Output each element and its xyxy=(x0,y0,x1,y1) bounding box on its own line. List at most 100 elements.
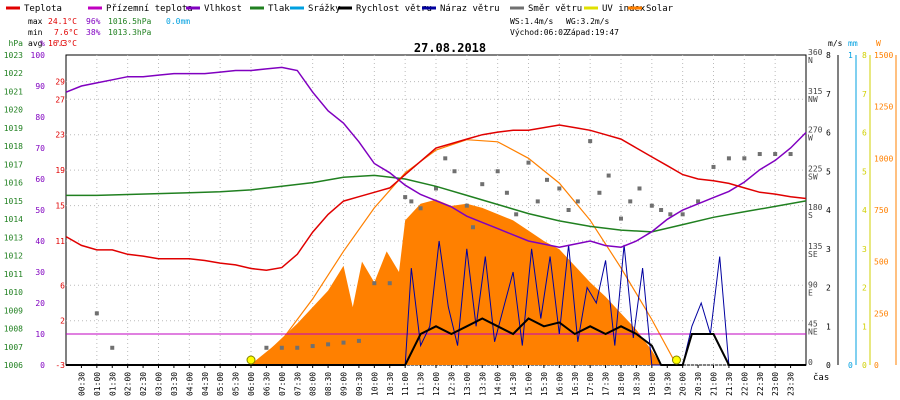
wind-axis-tick: 1 xyxy=(826,322,831,331)
direction-label: N xyxy=(808,56,813,65)
uv-axis-tick: 0 xyxy=(862,361,867,370)
x-tick-label: 00:30 xyxy=(77,372,86,396)
direction-label: W xyxy=(808,134,813,143)
wind-speed-line xyxy=(66,317,806,366)
wind-direction-point xyxy=(495,169,500,174)
stat-avg-label: avg xyxy=(28,39,43,48)
wind-axis-tick: 8 xyxy=(826,51,831,60)
uv-marker xyxy=(672,355,681,365)
humidity-axis-tick: 80 xyxy=(35,113,45,122)
temperature-axis-tick: 11 xyxy=(55,237,65,246)
legend-label: Solar xyxy=(646,4,674,14)
wind-direction-point xyxy=(452,169,457,174)
solar-axis-tick: 1000 xyxy=(874,154,893,163)
legend-label: Směr větru xyxy=(528,4,582,14)
stats-block: max 24.1°C 96% 1016.5hPa 0.0mm min 7.6°C… xyxy=(28,17,619,55)
stat-avg-temp: 16.3°C xyxy=(48,39,77,48)
wind-axis-tick: 0 xyxy=(826,361,831,370)
wind-direction-point xyxy=(295,345,300,350)
direction-tick: 315 xyxy=(808,87,823,96)
wind-direction-point xyxy=(341,340,346,345)
humidity-axis-tick: 70 xyxy=(35,144,45,153)
x-tick-label: 07:30 xyxy=(293,372,302,396)
x-tick-label: 11:00 xyxy=(401,372,410,396)
pressure-axis-tick: 1014 xyxy=(4,215,23,224)
x-tick-label: 10:30 xyxy=(386,372,395,396)
wind-direction-point xyxy=(680,212,685,217)
x-tick-label: 20:00 xyxy=(679,372,688,396)
wind-direction-point xyxy=(588,139,593,144)
rain-axis-tick: 0 xyxy=(848,361,853,370)
x-tick-label: 16:30 xyxy=(571,372,580,396)
wind-direction-point xyxy=(471,225,475,230)
wind-direction-point xyxy=(356,338,361,343)
wind-direction-point xyxy=(110,345,115,350)
legend-label: Srážky xyxy=(308,4,341,14)
x-tick-label: 20:30 xyxy=(694,372,703,396)
x-tick-label: 13:30 xyxy=(478,372,487,396)
x-tick-label: 16:00 xyxy=(555,372,564,396)
temperature-axis-tick: -3 xyxy=(55,361,65,370)
direction-label: NW xyxy=(808,95,818,104)
direction-tick: 180 xyxy=(808,203,823,212)
pressure-axis-tick: 1019 xyxy=(4,124,23,133)
humidity-axis-tick: 50 xyxy=(35,206,45,215)
direction-tick: 45 xyxy=(808,319,818,328)
solar-axis-unit: W xyxy=(876,39,881,48)
direction-tick: 0 xyxy=(808,358,813,367)
temperature-axis-tick: 23 xyxy=(55,131,65,140)
wind-direction-point xyxy=(757,152,762,157)
wind-direction-point xyxy=(668,212,673,217)
x-tick-label: 23:30 xyxy=(787,372,796,396)
pressure-axis-tick: 1013 xyxy=(4,233,23,242)
wind-direction-point xyxy=(526,160,531,165)
legend-label: Přízemní teplota xyxy=(106,4,193,14)
wind-direction-point xyxy=(514,212,519,217)
humidity-axis-tick: 10 xyxy=(35,330,45,339)
wind-axis-unit: m/s xyxy=(828,39,843,48)
x-tick-label: 21:30 xyxy=(725,372,734,396)
legend-label: Tlak xyxy=(268,4,290,14)
uv-axis-tick: 8 xyxy=(862,51,867,60)
x-tick-label: 23:00 xyxy=(771,372,780,396)
direction-tick: 270 xyxy=(808,126,823,135)
x-tick-label: 17:00 xyxy=(586,372,595,396)
x-tick-label: 02:00 xyxy=(124,372,133,396)
wind-axis-tick: 2 xyxy=(826,284,831,293)
pressure-axis-tick: 1006 xyxy=(4,361,23,370)
temperature-axis-tick: 29 xyxy=(55,78,65,87)
wind-direction-point xyxy=(403,195,408,200)
pressure-axis-tick: 1016 xyxy=(4,179,23,188)
solar-axis-tick: 250 xyxy=(874,309,889,318)
direction-tick: 225 xyxy=(808,164,823,173)
direction-tick: 360 xyxy=(808,48,823,57)
solar-axis-tick: 1500 xyxy=(874,51,893,60)
direction-label: NE xyxy=(808,327,818,336)
wind-direction-point xyxy=(628,199,633,204)
axes: hPa1023102210211020101910181017101610151… xyxy=(4,39,897,396)
wind-direction-point xyxy=(372,281,377,286)
uv-axis-tick: 6 xyxy=(862,129,867,138)
wind-direction-point xyxy=(387,281,392,286)
uv-axis-tick: 7 xyxy=(862,90,867,99)
x-tick-label: 04:00 xyxy=(185,372,194,396)
wind-direction-point xyxy=(443,156,448,161)
x-tick-label: 21:00 xyxy=(710,372,719,396)
legend-label: UV index xyxy=(602,4,646,14)
wind-direction-point xyxy=(545,177,549,182)
wind-axis-tick: 6 xyxy=(826,129,831,138)
wind-direction-point xyxy=(773,152,778,157)
x-tick-label: 15:00 xyxy=(525,372,534,396)
x-axis-label: čas xyxy=(813,372,829,383)
pressure-axis-tick: 1021 xyxy=(4,87,23,96)
x-tick-label: 07:00 xyxy=(278,372,287,396)
info-wg: WG:3.2m/s xyxy=(566,17,610,26)
x-tick-label: 01:30 xyxy=(108,372,117,396)
direction-label: E xyxy=(808,289,813,298)
wind-direction-point xyxy=(659,208,664,212)
pressure-axis-tick: 1011 xyxy=(4,270,23,279)
uv-axis-tick: 4 xyxy=(862,206,867,215)
x-tick-label: 04:30 xyxy=(201,372,210,396)
info-ws: WS:1.4m/s xyxy=(510,17,554,26)
legend-label: Vlhkost xyxy=(204,4,242,14)
